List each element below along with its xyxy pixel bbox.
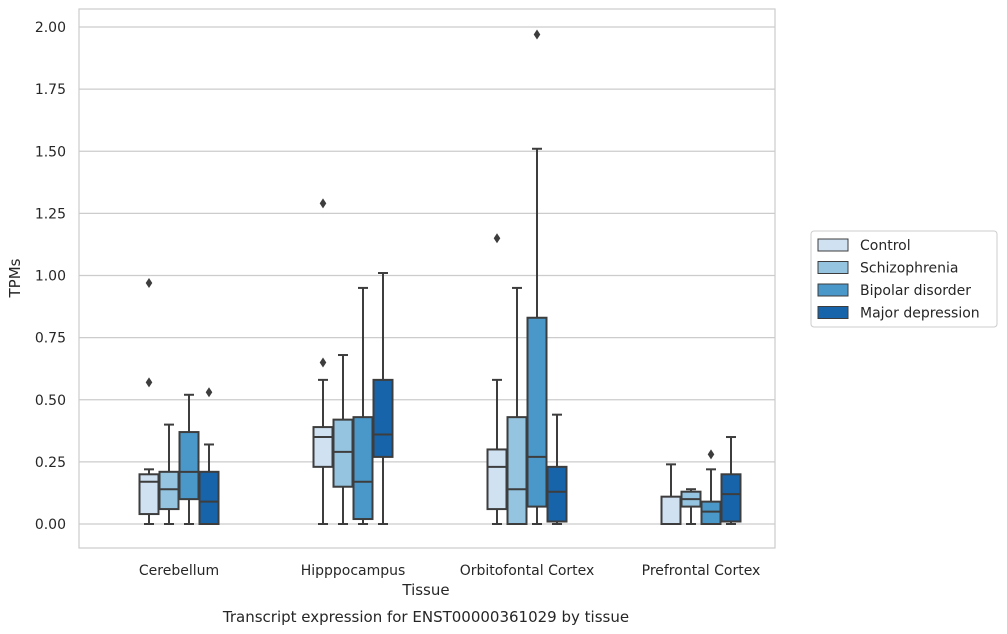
outlier-point: [533, 29, 541, 40]
box-major-depression: [372, 272, 394, 525]
box-iqr: [660, 495, 682, 526]
box-iqr: [158, 470, 180, 511]
legend-label: Bipolar disorder: [860, 283, 971, 299]
box-control: [486, 233, 508, 525]
boxes: [138, 29, 742, 526]
box-control: [312, 198, 334, 525]
outlier-point: [319, 198, 327, 209]
legend-label: Schizophrenia: [860, 261, 958, 277]
y-tick-label: 1.25: [35, 206, 66, 222]
y-tick-label: 1.00: [35, 269, 66, 285]
box-major-depression: [198, 387, 220, 526]
x-axis-ticks: Cerebellum Hipppocampus Orbitofontal Corte…: [139, 563, 760, 579]
legend-frame: [810, 230, 998, 328]
outlier-point: [319, 357, 327, 368]
x-axis-label: Tissue: [401, 581, 449, 599]
box-iqr: [486, 448, 508, 511]
x-tick-label: Prefrontal Cortex: [642, 563, 761, 579]
box-bipolar-disorder: [526, 29, 548, 525]
legend-swatch: [817, 261, 849, 274]
box-bipolar-disorder: [178, 393, 200, 525]
box-control: [138, 277, 160, 525]
box-iqr: [332, 418, 354, 488]
box-iqr: [546, 465, 568, 523]
y-tick-label: 1.50: [35, 144, 66, 160]
x-tick-label: Orbitofontal Cortex: [460, 563, 595, 579]
legend-label: Control: [860, 238, 911, 254]
legend-swatch: [817, 238, 849, 252]
x-tick-label: Hipppocampus: [301, 563, 406, 579]
box-schizophrenia: [680, 488, 702, 525]
legend-swatch: [817, 306, 849, 319]
outlier-point: [145, 277, 153, 288]
box-iqr: [506, 416, 528, 525]
box-bipolar-disorder: [700, 449, 722, 526]
outlier-point: [707, 449, 715, 460]
outlier-point: [205, 387, 213, 398]
y-tick-label: 0.50: [35, 393, 66, 409]
box-iqr: [720, 473, 742, 523]
box-iqr: [178, 431, 200, 501]
y-tick-label: 0.00: [35, 517, 66, 533]
box-schizophrenia: [332, 354, 354, 525]
box-iqr: [198, 470, 220, 526]
x-tick-label: Cerebellum: [139, 563, 219, 579]
legend-swatch: [817, 283, 849, 297]
y-tick-label: 0.75: [35, 331, 66, 347]
legend: Control Schizophrenia Bipolar disorder Majo…: [810, 230, 998, 328]
box-iqr: [312, 426, 334, 468]
chart-caption: Transcript expression for ENST0000036102…: [222, 608, 629, 626]
legend-label: Major depression: [860, 306, 980, 322]
y-tick-label: 2.00: [35, 20, 66, 36]
box-major-depression: [546, 413, 568, 525]
box-major-depression: [720, 436, 742, 525]
plot-frame: [78, 8, 776, 549]
box-iqr: [526, 316, 548, 508]
box-schizophrenia: [506, 286, 528, 525]
box-iqr: [700, 500, 722, 526]
y-tick-label: 1.75: [35, 82, 66, 98]
y-tick-label: 0.25: [35, 455, 66, 471]
box-iqr: [372, 378, 394, 458]
box-schizophrenia: [158, 423, 180, 525]
outlier-point: [145, 377, 153, 388]
y-axis-ticks: 0.00 0.25 0.50 0.75 1.00 1.25 1.50 1.75 2.00: [35, 20, 66, 533]
box-iqr: [352, 416, 374, 521]
outlier-point: [493, 233, 501, 244]
box-iqr: [138, 473, 160, 516]
box-bipolar-disorder: [352, 286, 374, 525]
y-axis-label: TPMs: [6, 258, 24, 298]
box-control: [660, 463, 682, 526]
